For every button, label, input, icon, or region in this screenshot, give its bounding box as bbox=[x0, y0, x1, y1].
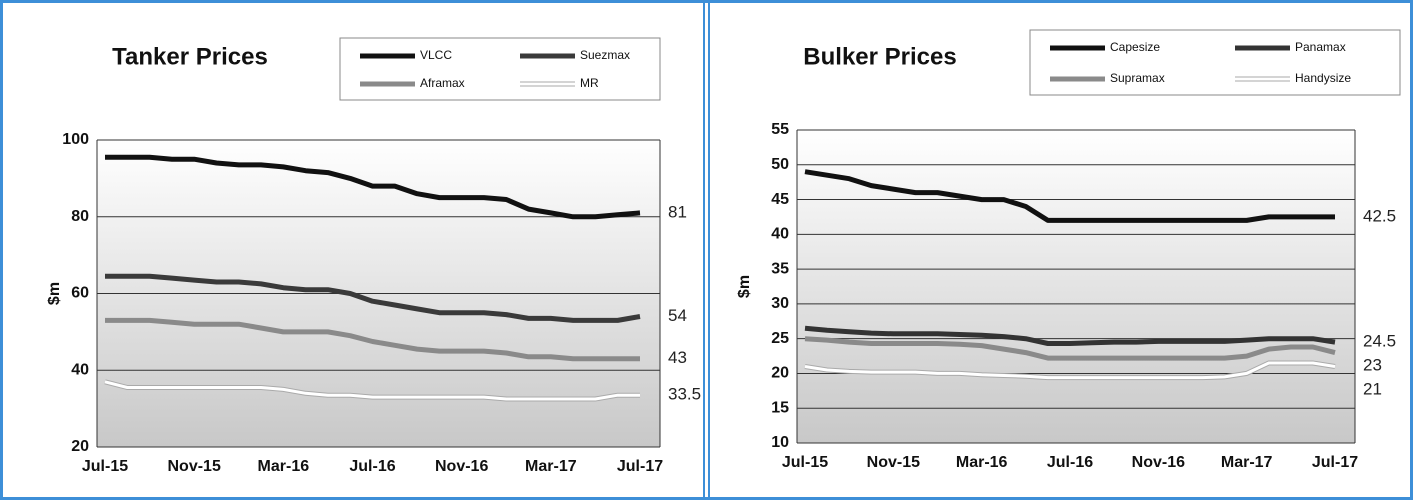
series-line bbox=[804, 336, 1336, 361]
x-tick-label: Mar-16 bbox=[258, 458, 310, 475]
y-tick-label: 35 bbox=[771, 260, 789, 277]
x-tick-label: Nov-16 bbox=[1132, 454, 1185, 471]
end-label: 42.5 bbox=[1363, 206, 1396, 225]
y-axis-label: $m bbox=[736, 275, 753, 298]
series-line bbox=[104, 380, 640, 401]
y-tick-label: 55 bbox=[771, 121, 789, 138]
legend-label: MR bbox=[580, 76, 599, 90]
y-tick-label: 45 bbox=[771, 191, 789, 208]
y-tick-label: 30 bbox=[771, 295, 789, 312]
y-tick-label: 20 bbox=[71, 438, 89, 455]
end-label: 81 bbox=[668, 202, 687, 221]
legend-label: Supramax bbox=[1110, 71, 1165, 85]
end-label: 21 bbox=[1363, 380, 1382, 399]
chart: 20 40 60 80 100 Jul-15 Nov-15 Mar-16 Jul-16 Nov-1… bbox=[46, 37, 701, 475]
y-tick-label: 10 bbox=[771, 434, 789, 451]
end-label: 54 bbox=[668, 306, 687, 325]
y-tick-label: 60 bbox=[71, 285, 89, 302]
x-tick-label: Nov-16 bbox=[435, 458, 488, 475]
x-tick-label: Jul-17 bbox=[617, 458, 663, 475]
series-line bbox=[804, 325, 1336, 346]
series-line bbox=[105, 317, 640, 362]
y-tick-label: 40 bbox=[71, 361, 89, 378]
x-tick-label: Nov-15 bbox=[867, 454, 920, 471]
x-tick-label: Jul-16 bbox=[349, 458, 395, 475]
x-tick-label: Jul-17 bbox=[1312, 454, 1358, 471]
y-tick-label: 80 bbox=[71, 208, 89, 225]
legend bbox=[1029, 29, 1401, 96]
x-tick-label: Jul-16 bbox=[1047, 454, 1093, 471]
y-axis-label: $m bbox=[46, 282, 63, 305]
end-label: 33.5 bbox=[668, 385, 701, 404]
y-tick-label: 15 bbox=[771, 399, 789, 416]
legend-label: Handysize bbox=[1295, 71, 1351, 85]
chart-title: Tanker Prices bbox=[112, 43, 268, 70]
legend-label: Aframax bbox=[420, 76, 465, 90]
x-tick-label: Mar-17 bbox=[525, 458, 577, 475]
end-label: 43 bbox=[668, 348, 687, 367]
x-tick-label: Jul-15 bbox=[82, 458, 128, 475]
end-label: 23 bbox=[1363, 356, 1382, 375]
y-tick-label: 25 bbox=[771, 330, 789, 347]
legend-label: Capesize bbox=[1110, 40, 1160, 54]
y-tick-label: 100 bbox=[62, 131, 89, 148]
series-line bbox=[105, 154, 641, 220]
chart-title: Bulker Prices bbox=[803, 43, 956, 70]
plot-area bbox=[797, 130, 1355, 443]
chart: 10 15 20 25 30 35 40 45 50 55 Jul-15 Nov-15 Mar-16 Ju… bbox=[736, 29, 1401, 471]
series-line bbox=[804, 169, 1335, 223]
x-tick-label: Mar-17 bbox=[1221, 454, 1273, 471]
legend bbox=[339, 37, 661, 101]
legend-label: Panamax bbox=[1295, 40, 1346, 54]
series-line bbox=[105, 273, 641, 323]
legend-label: Suezmax bbox=[580, 48, 630, 62]
x-tick-label: Mar-16 bbox=[956, 454, 1008, 471]
y-tick-label: 20 bbox=[771, 365, 789, 382]
end-label: 24.5 bbox=[1363, 332, 1396, 351]
x-tick-label: Jul-15 bbox=[782, 454, 828, 471]
x-tick-label: Nov-15 bbox=[167, 458, 220, 475]
y-tick-label: 50 bbox=[771, 156, 789, 173]
y-tick-label: 40 bbox=[771, 226, 789, 243]
series-line bbox=[804, 361, 1336, 380]
legend-label: VLCC bbox=[420, 48, 452, 62]
